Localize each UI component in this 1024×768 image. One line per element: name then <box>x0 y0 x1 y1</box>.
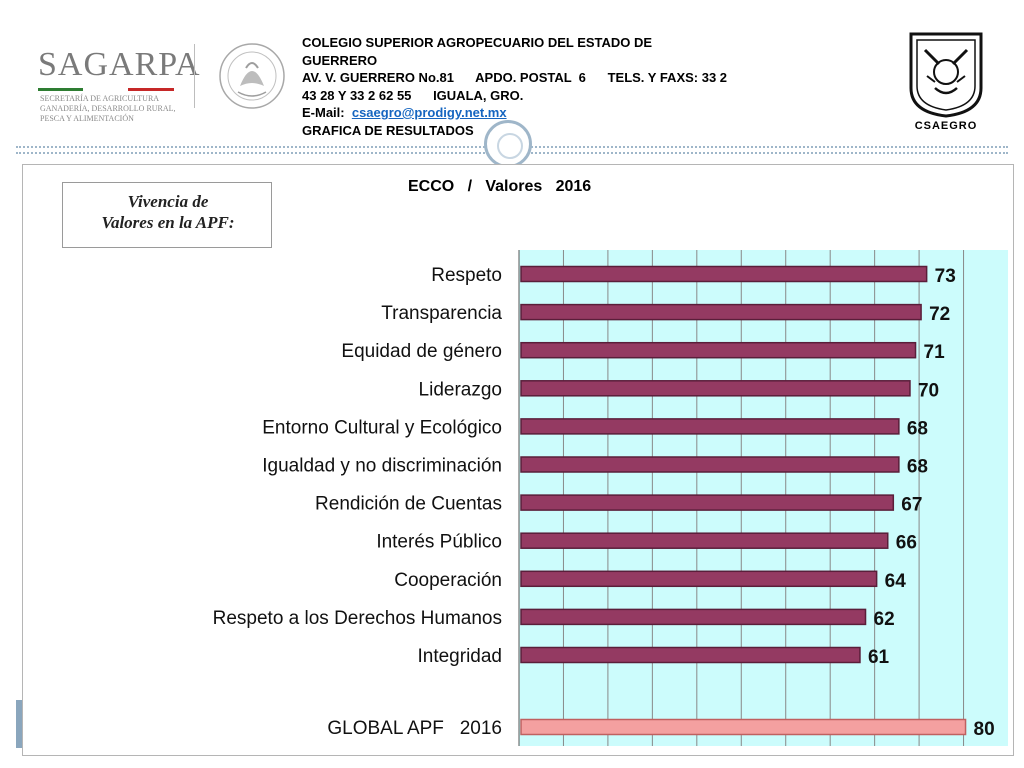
email-link[interactable]: csaegro@prodigy.net.mx <box>351 105 507 120</box>
header-line-1: COLEGIO SUPERIOR AGROPECUARIO DEL ESTADO… <box>302 35 653 50</box>
chart-frame <box>22 164 1014 756</box>
email-label: E-Mail: <box>302 105 352 120</box>
csaegro-crest-icon <box>909 32 983 118</box>
apf-caption-line-2: Valores en la APF: <box>101 213 235 232</box>
mexico-seal-icon <box>219 43 285 109</box>
apf-caption: Vivencia de Valores en la APF: <box>63 191 273 233</box>
header-line-3: AV. V. GUERRERO No.81 APDO. POSTAL 6 TEL… <box>302 70 728 85</box>
header-line-4: 43 28 Y 33 2 62 55 IGUALA, GRO. <box>302 87 524 103</box>
sagarpa-wordmark: SAGARPA <box>38 46 201 83</box>
ring-ornament-icon <box>484 120 532 168</box>
sagarpa-subtitle: SECRETARÍA DE AGRICULTURA GANADERÍA, DES… <box>40 94 176 123</box>
csaegro-logo: CSAEGRO <box>905 30 987 132</box>
apf-caption-line-1: Vivencia de <box>127 192 209 211</box>
apf-caption-box: Vivencia de Valores en la APF: <box>62 182 272 248</box>
sagarpa-logo: SAGARPA SECRETARÍA DE AGRICULTURA GANADE… <box>28 32 288 123</box>
header-line-2: GUERRERO <box>302 52 378 68</box>
left-accent-band <box>16 700 22 748</box>
header: SAGARPA SECRETARÍA DE AGRICULTURA GANADE… <box>0 0 1024 150</box>
header-email-row: E-Mail: csaegro@prodigy.net.mx <box>302 104 832 122</box>
header-line-6: GRAFICA DE RESULTADOS <box>302 122 474 138</box>
sagarpa-color-rule <box>38 88 174 91</box>
institution-info: COLEGIO SUPERIOR AGROPECUARIO DEL ESTADO… <box>302 34 832 139</box>
logo-divider <box>194 44 195 108</box>
csaegro-label: CSAEGRO <box>914 120 978 132</box>
chart-title: ECCO / Valores 2016 <box>408 178 592 195</box>
